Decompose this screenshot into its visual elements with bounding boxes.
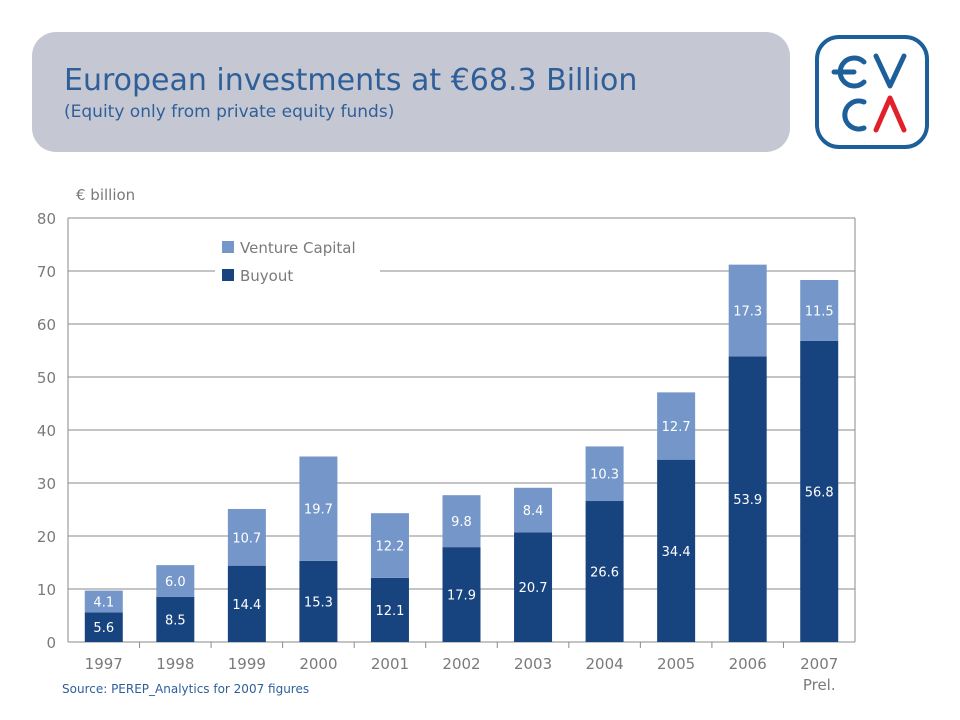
data-label-venture-capital: 11.5 bbox=[805, 304, 834, 319]
y-axis-label: € billion bbox=[76, 186, 135, 204]
legend-swatch-buyout bbox=[222, 269, 234, 281]
data-label-buyout: 15.3 bbox=[304, 595, 333, 610]
x-tick-label: 2002 bbox=[442, 655, 480, 673]
data-label-buyout: 34.4 bbox=[662, 545, 691, 560]
legend-box bbox=[215, 232, 380, 294]
x-tick-label: 2003 bbox=[514, 655, 552, 673]
bar-venture-capital bbox=[657, 392, 696, 460]
bar-buyout bbox=[585, 501, 624, 642]
bar-venture-capital bbox=[370, 513, 409, 578]
bar-buyout bbox=[800, 340, 839, 642]
legend-swatch-venture-capital bbox=[222, 241, 234, 253]
y-tick-label: 50 bbox=[37, 369, 56, 387]
x-tick-label: 2004 bbox=[585, 655, 623, 673]
data-label-venture-capital: 10.3 bbox=[590, 468, 619, 483]
evca-logo bbox=[815, 35, 929, 149]
data-label-buyout: 14.4 bbox=[232, 598, 261, 613]
bar-buyout bbox=[514, 532, 553, 642]
data-label-buyout: 56.8 bbox=[805, 485, 834, 500]
y-tick-label: 80 bbox=[37, 210, 56, 228]
x-tick-label: 2005 bbox=[657, 655, 695, 673]
bar-buyout bbox=[156, 596, 195, 642]
y-tick-label: 10 bbox=[37, 581, 56, 599]
data-label-buyout: 17.9 bbox=[447, 589, 476, 604]
bar-buyout bbox=[299, 560, 338, 642]
data-label-venture-capital: 17.3 bbox=[733, 304, 762, 319]
legend-label-venture-capital: Venture Capital bbox=[240, 239, 356, 257]
y-tick-label: 20 bbox=[37, 528, 56, 546]
source-note: Source: PEREP_Analytics for 2007 figures bbox=[62, 682, 310, 696]
data-label-buyout: 5.6 bbox=[93, 621, 114, 636]
x-tick-label: 2006 bbox=[729, 655, 767, 673]
page-subtitle: (Equity only from private equity funds) bbox=[64, 102, 395, 122]
data-label-venture-capital: 12.7 bbox=[662, 420, 691, 435]
bar-venture-capital bbox=[299, 456, 338, 561]
data-label-venture-capital: 9.8 bbox=[451, 515, 472, 530]
data-label-buyout: 26.6 bbox=[590, 566, 619, 581]
bar-buyout bbox=[657, 459, 696, 642]
x-tick-label: 2001 bbox=[371, 655, 409, 673]
page-title: European investments at €68.3 Billion bbox=[64, 63, 638, 98]
bar-venture-capital bbox=[442, 495, 481, 548]
bar-venture-capital bbox=[84, 590, 123, 613]
title-banner bbox=[32, 32, 790, 152]
data-label-venture-capital: 19.7 bbox=[304, 503, 333, 518]
x-tick-label: 1999 bbox=[228, 655, 266, 673]
bar-venture-capital bbox=[227, 508, 266, 566]
y-tick-label: 60 bbox=[37, 316, 56, 334]
x-tick-sublabel: Prel. bbox=[803, 676, 836, 694]
data-label-buyout: 20.7 bbox=[519, 581, 548, 596]
y-tick-label: 70 bbox=[37, 263, 56, 281]
x-tick-label: 2007 bbox=[800, 655, 838, 673]
bar-buyout bbox=[227, 565, 266, 642]
bar-venture-capital bbox=[800, 280, 839, 341]
data-label-buyout: 53.9 bbox=[733, 493, 762, 508]
x-tick-label: 1998 bbox=[156, 655, 194, 673]
bar-buyout bbox=[728, 356, 767, 642]
bar-buyout bbox=[84, 612, 123, 642]
bar-venture-capital bbox=[585, 446, 624, 502]
bar-buyout bbox=[370, 577, 409, 642]
data-label-venture-capital: 6.0 bbox=[165, 575, 186, 590]
bar-venture-capital bbox=[514, 487, 553, 533]
bar-buyout bbox=[442, 547, 481, 642]
x-tick-label: 1997 bbox=[85, 655, 123, 673]
data-label-venture-capital: 12.2 bbox=[375, 540, 404, 555]
data-label-buyout: 8.5 bbox=[165, 613, 186, 628]
data-label-venture-capital: 4.1 bbox=[93, 595, 114, 610]
y-tick-label: 40 bbox=[37, 422, 56, 440]
data-label-buyout: 12.1 bbox=[375, 604, 404, 619]
data-label-venture-capital: 10.7 bbox=[232, 531, 261, 546]
legend-label-buyout: Buyout bbox=[240, 267, 293, 285]
data-label-venture-capital: 8.4 bbox=[523, 504, 544, 519]
bar-venture-capital bbox=[156, 565, 195, 597]
x-tick-label: 2000 bbox=[299, 655, 337, 673]
y-tick-label: 0 bbox=[46, 634, 56, 652]
bar-venture-capital bbox=[728, 264, 767, 357]
y-tick-label: 30 bbox=[37, 475, 56, 493]
